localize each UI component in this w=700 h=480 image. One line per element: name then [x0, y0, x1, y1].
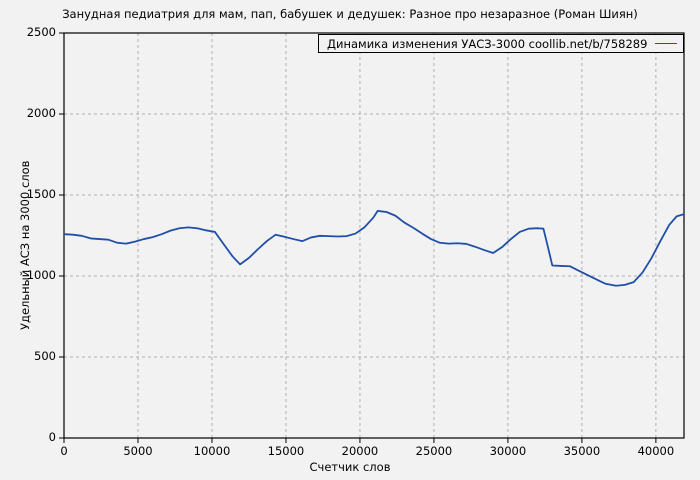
- axis-ticks: [59, 32, 657, 443]
- plot-frame: [63, 32, 685, 439]
- y-tick-label: 2500: [26, 25, 56, 39]
- legend-series-label: Динамика изменения УАСЗ-3000 coollib.net…: [327, 36, 648, 51]
- chart-title: Занудная педиатрия для мам, пап, бабушек…: [62, 7, 638, 21]
- x-tick-label: 15000: [267, 444, 305, 458]
- x-tick-label: 40000: [637, 444, 675, 458]
- x-tick-label: 0: [60, 444, 68, 458]
- chart-legend: Динамика изменения УАСЗ-3000 coollib.net…: [318, 34, 684, 53]
- data-series-line: [63, 209, 685, 287]
- y-tick-label: 1000: [26, 268, 56, 282]
- y-tick-label: 1500: [26, 187, 56, 201]
- x-axis-label: Счетчик слов: [309, 460, 391, 474]
- x-tick-label: 25000: [415, 444, 453, 458]
- legend-color-swatch: [655, 43, 677, 44]
- y-axis-label: Удельный АСЗ на 3000 слов: [18, 160, 32, 330]
- plot-background: [64, 33, 684, 438]
- x-tick-label: 20000: [341, 444, 379, 458]
- gridlines: [64, 33, 684, 438]
- y-tick-label: 500: [34, 349, 56, 363]
- x-tick-label: 5000: [123, 444, 153, 458]
- y-tick-label: 2000: [26, 106, 56, 120]
- y-tick-label: 0: [48, 430, 56, 444]
- x-tick-label: 10000: [193, 444, 231, 458]
- x-tick-label: 35000: [563, 444, 601, 458]
- x-tick-label: 30000: [489, 444, 527, 458]
